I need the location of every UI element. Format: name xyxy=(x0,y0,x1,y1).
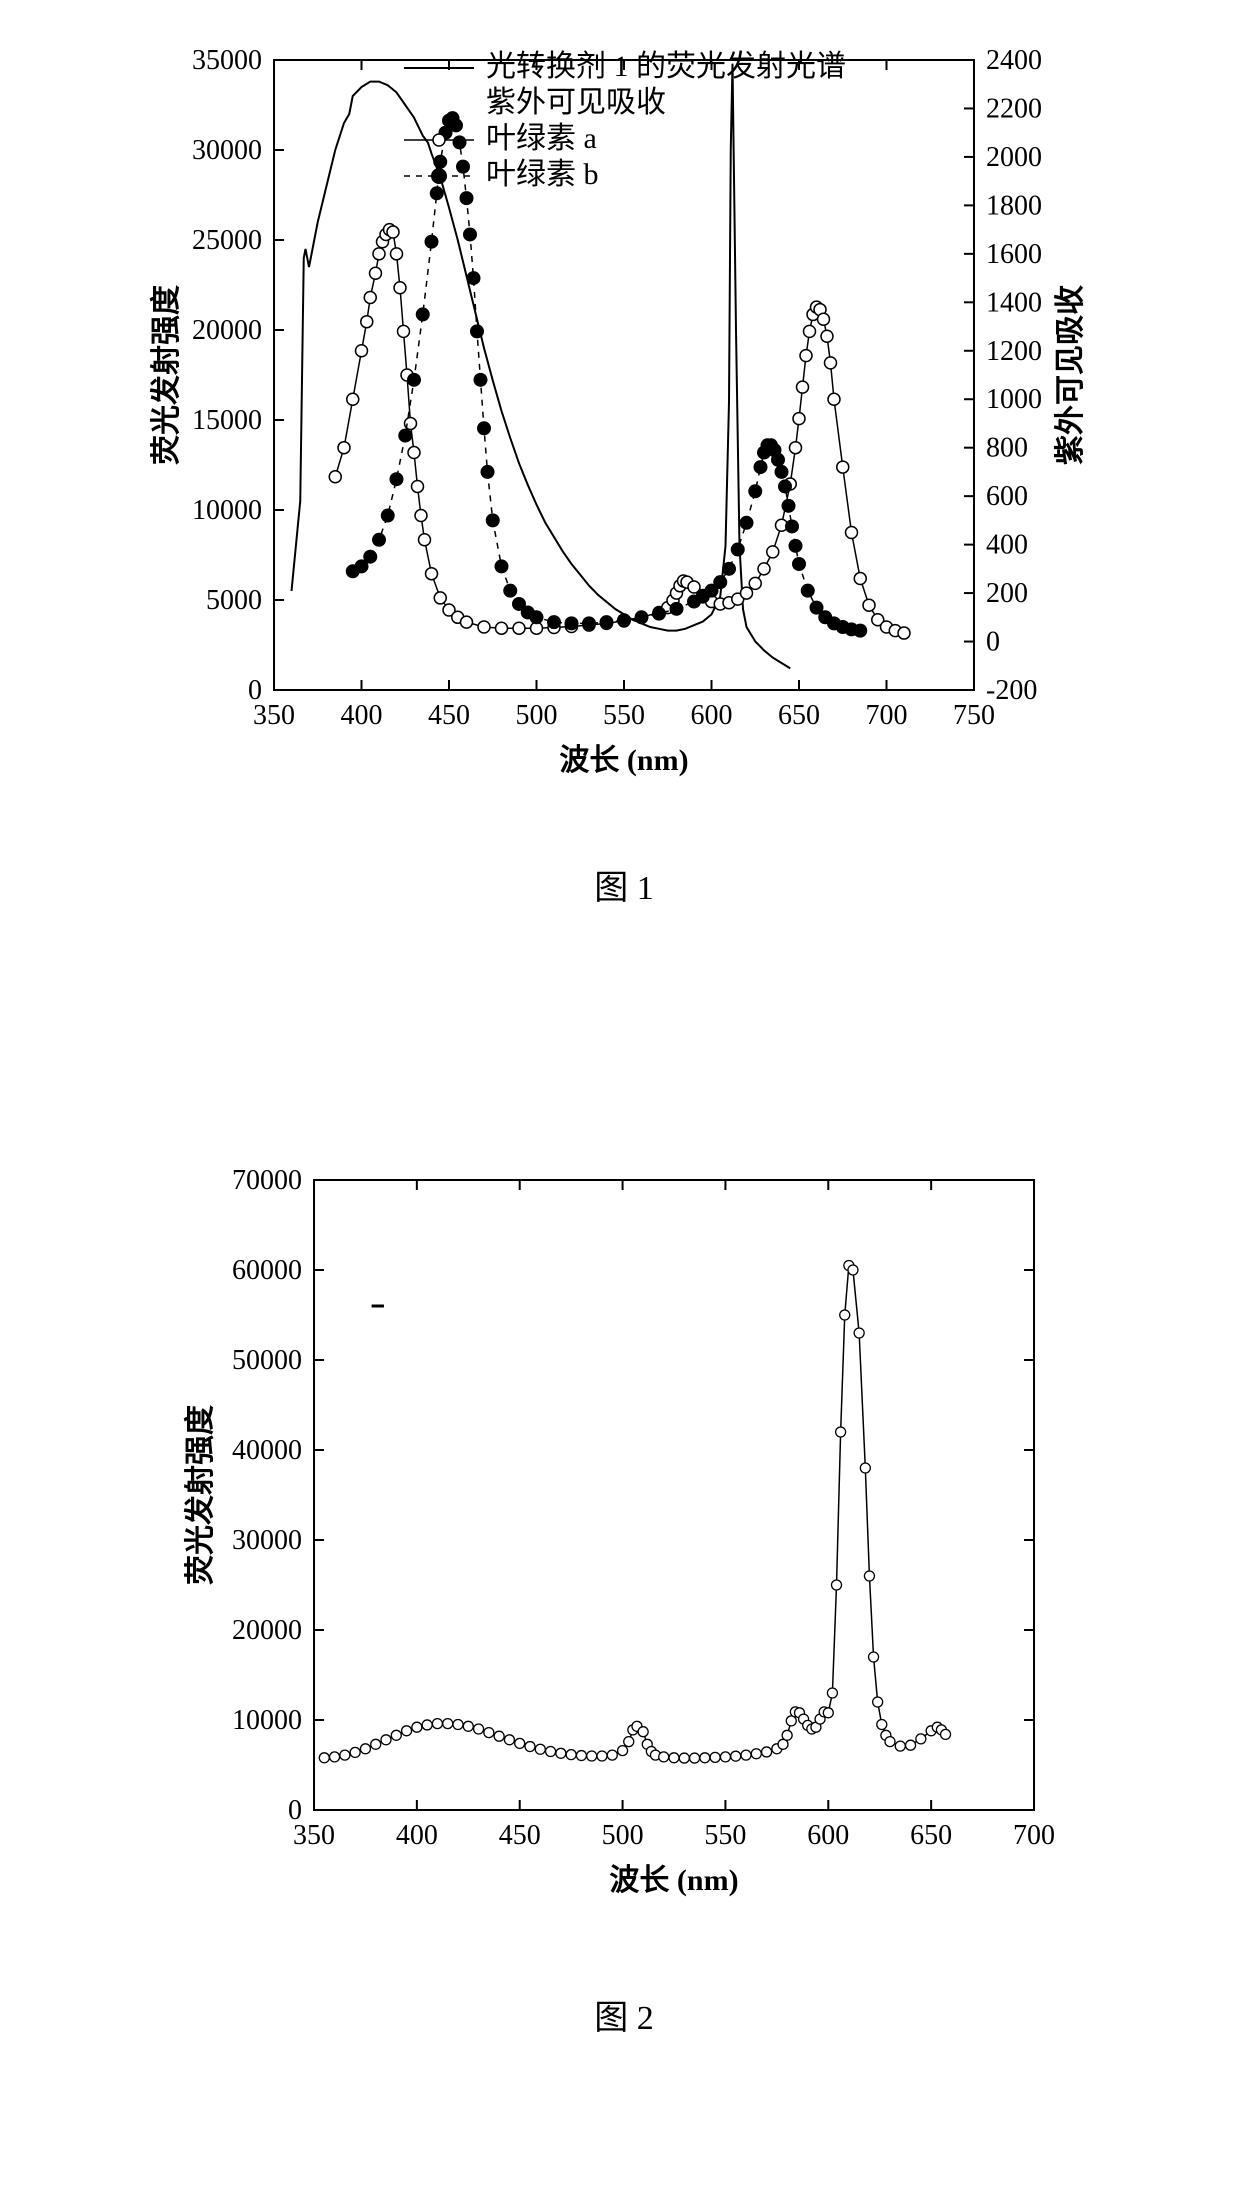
svg-text:光转换剂 1 的荧光发射光谱: 光转换剂 1 的荧光发射光谱 xyxy=(486,50,846,83)
svg-text:200: 200 xyxy=(986,578,1028,609)
svg-text:2200: 2200 xyxy=(986,93,1042,124)
svg-text:650: 650 xyxy=(778,700,820,731)
svg-text:400: 400 xyxy=(341,700,383,731)
svg-text:10000: 10000 xyxy=(232,1705,302,1736)
svg-text:450: 450 xyxy=(499,1820,541,1851)
svg-text:700: 700 xyxy=(866,700,908,731)
svg-text:40000: 40000 xyxy=(232,1435,302,1466)
svg-text:500: 500 xyxy=(602,1820,644,1851)
svg-text:叶绿素 a: 叶绿素 a xyxy=(486,122,597,155)
svg-text:1200: 1200 xyxy=(986,336,1042,367)
svg-text:2400: 2400 xyxy=(986,45,1042,76)
svg-text:70000: 70000 xyxy=(232,1165,302,1196)
svg-text:20000: 20000 xyxy=(192,315,262,346)
svg-text:1800: 1800 xyxy=(986,190,1042,221)
page: 3504004505005506006507007500500010000150… xyxy=(0,0,1248,2200)
figure-2-caption: 图 2 xyxy=(594,1990,654,2039)
svg-text:60000: 60000 xyxy=(232,1255,302,1286)
svg-text:600: 600 xyxy=(691,700,733,731)
svg-text:400: 400 xyxy=(986,530,1028,561)
svg-text:0: 0 xyxy=(288,1795,302,1826)
svg-text:荧光发射强度: 荧光发射强度 xyxy=(184,1405,217,1585)
svg-text:650: 650 xyxy=(910,1820,952,1851)
svg-text:800: 800 xyxy=(986,433,1028,464)
svg-text:波长 (nm): 波长 (nm) xyxy=(609,1864,738,1897)
svg-text:600: 600 xyxy=(807,1820,849,1851)
svg-text:0: 0 xyxy=(248,675,262,706)
svg-text:400: 400 xyxy=(396,1820,438,1851)
figure-2-svg: 3504004505005506006507000100002000030000… xyxy=(174,1150,1074,1910)
svg-text:0: 0 xyxy=(986,627,1000,658)
figure-1-svg: 3504004505005506006507007500500010000150… xyxy=(144,30,1104,790)
figure-1: 3504004505005506006507007500500010000150… xyxy=(144,30,1104,795)
svg-text:15000: 15000 xyxy=(192,405,262,436)
svg-text:1600: 1600 xyxy=(986,239,1042,270)
svg-text:550: 550 xyxy=(603,700,645,731)
svg-text:荧光发射强度: 荧光发射强度 xyxy=(150,285,183,465)
svg-text:700: 700 xyxy=(1013,1820,1055,1851)
svg-text:5000: 5000 xyxy=(206,585,262,616)
svg-text:1400: 1400 xyxy=(986,287,1042,318)
figure-1-caption: 图 1 xyxy=(594,860,654,909)
svg-text:-200: -200 xyxy=(986,675,1037,706)
svg-text:450: 450 xyxy=(428,700,470,731)
svg-text:30000: 30000 xyxy=(192,135,262,166)
svg-text:550: 550 xyxy=(704,1820,746,1851)
svg-text:叶绿素 b: 叶绿素 b xyxy=(486,158,599,191)
figure-2: 3504004505005506006507000100002000030000… xyxy=(174,1150,1074,1915)
svg-text:25000: 25000 xyxy=(192,225,262,256)
svg-text:1000: 1000 xyxy=(986,384,1042,415)
svg-text:500: 500 xyxy=(516,700,558,731)
svg-text:600: 600 xyxy=(986,481,1028,512)
svg-text:紫外可见吸收: 紫外可见吸收 xyxy=(486,86,666,119)
svg-text:2000: 2000 xyxy=(986,142,1042,173)
svg-text:20000: 20000 xyxy=(232,1615,302,1646)
svg-text:35000: 35000 xyxy=(192,45,262,76)
svg-text:50000: 50000 xyxy=(232,1345,302,1376)
svg-text:紫外可见吸收: 紫外可见吸收 xyxy=(1054,285,1087,465)
svg-text:波长 (nm): 波长 (nm) xyxy=(559,744,688,777)
svg-text:30000: 30000 xyxy=(232,1525,302,1556)
svg-text:10000: 10000 xyxy=(192,495,262,526)
